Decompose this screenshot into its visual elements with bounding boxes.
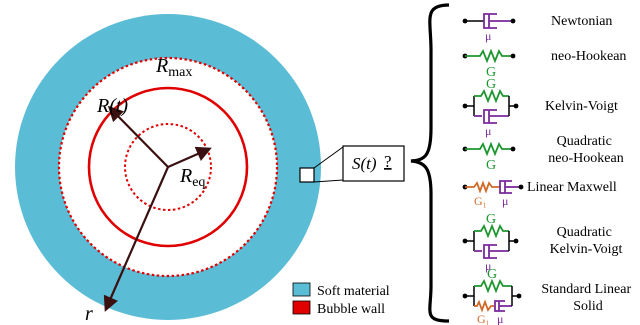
legend-label-bubble-wall: Bubble wall: [317, 302, 385, 317]
quadratic-neo-hookean-label: Quadratic neo-Hookean: [548, 134, 623, 166]
r-axis-arrow: [103, 166, 170, 312]
equilibrium-radius-circle: [124, 123, 212, 211]
legend-swatch-bubble-wall: [292, 300, 311, 315]
neo-hookean-circuit: [462, 48, 516, 64]
quadratic-neo-hookean-symbol-g: G: [486, 158, 496, 173]
newtonian-label: Newtonian: [551, 14, 612, 29]
stress-sample-box: [299, 167, 315, 183]
model-neo-hookean: G neo-Hookean: [462, 48, 626, 80]
standard-linear-solid-symbol-mu: μ: [497, 312, 503, 325]
kelvin-voigt-circuit: [462, 88, 519, 124]
legend: Soft material Bubble wall: [292, 282, 390, 317]
r-t-arrow: [107, 105, 169, 168]
kelvin-voigt-symbol-mu: μ: [485, 124, 491, 138]
quadratic-kelvin-voigt-symbol-mu: μ: [485, 259, 491, 273]
model-quadratic-kelvin-voigt: G μ Quadratic Kelvin-Voigt: [462, 212, 623, 273]
stress-query: ?: [384, 152, 392, 171]
standard-linear-solid-circuit: [462, 278, 522, 313]
r-eq-label: Req: [179, 165, 205, 190]
standard-linear-solid-symbol-g: G: [487, 267, 497, 282]
quadratic-kelvin-voigt-circuit: [462, 223, 519, 259]
neo-hookean-symbol-g: G: [486, 65, 496, 80]
callout-line-bottom: [313, 179, 344, 183]
newtonian-symbol-mu: μ: [485, 29, 491, 43]
r-eq-arrow: [167, 146, 212, 169]
model-quadratic-neo-hookean: G Quadratic neo-Hookean: [462, 134, 624, 173]
neo-hookean-label: neo-Hookean: [551, 49, 626, 64]
bubble-wall-circle: [87, 86, 249, 248]
r-max-label: Rmax: [155, 55, 192, 80]
bubble-figure: Rmax R(t) Req r: [15, 14, 321, 325]
r-axis-label: r: [85, 303, 93, 325]
model-kelvin-voigt: G μ Kelvin-Voigt: [462, 77, 618, 138]
quadratic-kelvin-voigt-label: Quadratic Kelvin-Voigt: [550, 225, 623, 257]
kelvin-voigt-label: Kelvin-Voigt: [545, 99, 618, 114]
legend-label-soft-material: Soft material: [317, 284, 390, 299]
quadratic-neo-hookean-circuit: [462, 141, 516, 157]
quadratic-kelvin-voigt-symbol-g: G: [486, 212, 496, 227]
linear-maxwell-label: Linear Maxwell: [527, 180, 617, 195]
linear-maxwell-symbol-g1: G₁: [474, 194, 487, 208]
kelvin-voigt-symbol-g: G: [486, 77, 496, 92]
r-t-label: R(t): [96, 95, 128, 117]
callout-line-top: [313, 146, 344, 169]
legend-swatch-soft-material: [292, 282, 311, 297]
linear-maxwell-symbol-mu: μ: [502, 194, 508, 208]
linear-maxwell-circuit: [462, 180, 524, 194]
stress-label-box: [342, 145, 405, 182]
model-linear-maxwell: G₁ μ Linear Maxwell: [462, 180, 617, 208]
model-newtonian: μ Newtonian: [462, 13, 612, 43]
newtonian-circuit: [462, 13, 516, 29]
model-standard-linear-solid: G G₁ μ Standard Linear Solid: [462, 267, 634, 325]
standard-linear-solid-label: Standard Linear Solid: [541, 282, 634, 314]
stress-callout: S(t) ?: [299, 145, 405, 183]
standard-linear-solid-symbol-g1: G₁: [477, 312, 490, 325]
max-radius-circle: [57, 56, 279, 278]
grouping-brace: [410, 3, 450, 323]
stress-label: S(t): [352, 154, 377, 173]
